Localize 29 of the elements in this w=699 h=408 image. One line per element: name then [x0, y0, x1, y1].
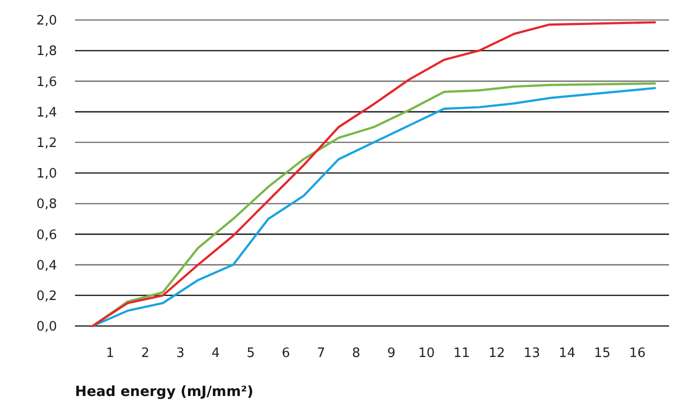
- x-tick-label: 6: [282, 346, 290, 361]
- x-tick-label: 8: [352, 346, 360, 361]
- x-tick-label: 2: [141, 346, 150, 361]
- x-tick-label: 14: [558, 346, 576, 361]
- x-axis-title: Head energy (mJ/mm²): [75, 384, 254, 400]
- y-tick-label: 0,0: [36, 320, 57, 335]
- x-tick-label: 16: [629, 346, 646, 361]
- y-tick-label: 1,4: [36, 105, 57, 120]
- x-tick-label: 12: [488, 346, 506, 361]
- line-series: [91, 21, 656, 328]
- y-tick-label: 0,2: [36, 288, 57, 304]
- y-tick-label: 0,4: [36, 258, 57, 274]
- x-tick-label: 9: [387, 346, 396, 361]
- y-tick-label: 1,2: [36, 136, 57, 151]
- x-tick-label: 3: [176, 346, 185, 361]
- x-tick-label: 10: [418, 346, 435, 361]
- y-tick-label: 1,8: [36, 44, 57, 60]
- y-tick-label: 0,6: [36, 228, 57, 243]
- y-tick-label: 1,6: [36, 74, 57, 90]
- x-tick-label: 13: [524, 346, 540, 361]
- y-tick-label: 0,8: [36, 197, 57, 212]
- x-tick-label: 1: [106, 346, 114, 361]
- x-tick-label: 5: [246, 346, 255, 361]
- y-tick-label: 1,0: [36, 166, 57, 182]
- x-tick-label: 15: [594, 346, 610, 361]
- y-tick-label: 2,0: [36, 14, 57, 29]
- x-tick-label: 4: [211, 346, 220, 361]
- x-tick-label: 11: [453, 346, 470, 361]
- x-tick-label: 7: [316, 346, 326, 361]
